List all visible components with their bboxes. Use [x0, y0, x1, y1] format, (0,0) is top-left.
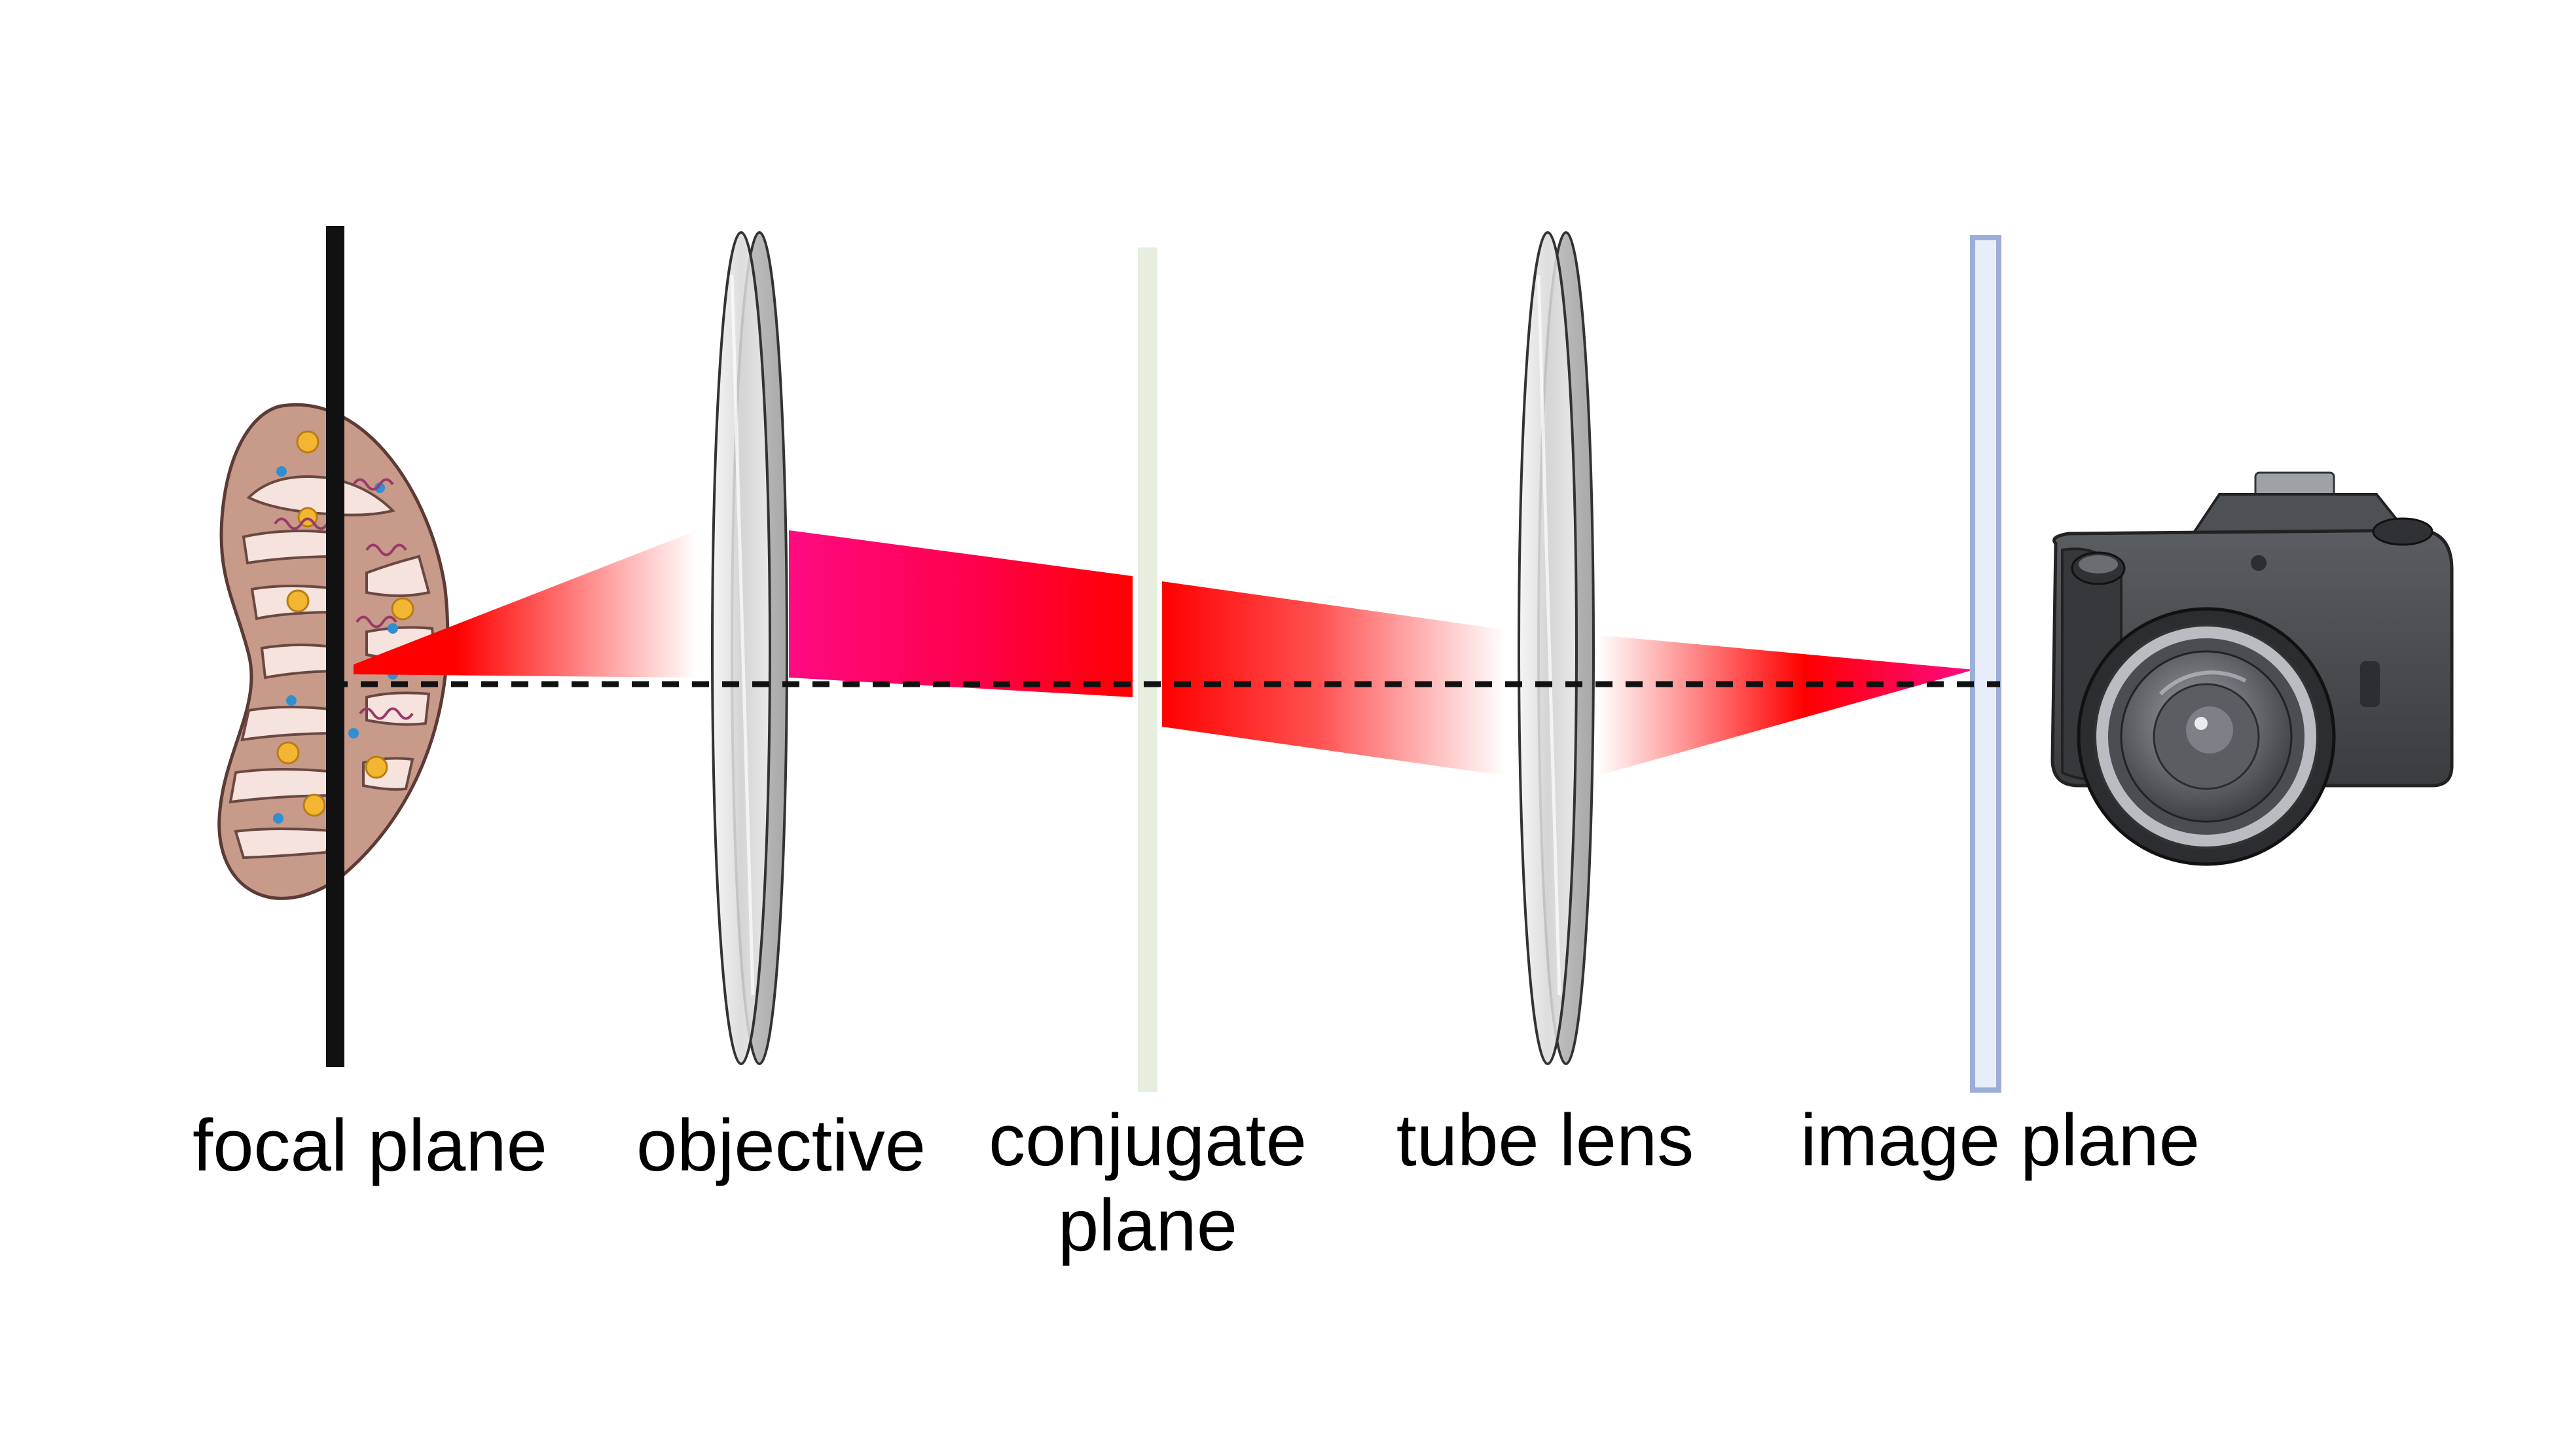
label-focal-plane: focal plane — [192, 1104, 547, 1186]
focal-plane-bar — [326, 226, 344, 1067]
image-plane-bar — [1970, 235, 2001, 1093]
objective-lens — [711, 231, 788, 1065]
label-objective: objective — [636, 1104, 926, 1186]
tube-lens — [1518, 231, 1595, 1065]
beam-segment-specimen-objective — [354, 530, 697, 678]
label-tube-lens: tube lens — [1396, 1099, 1694, 1181]
light-beam — [354, 530, 1974, 776]
beam-segment-objective-conjugate — [789, 530, 1133, 697]
beam-segment-conjugate-tubelens — [1162, 581, 1506, 776]
conjugate-plane-bar — [1138, 247, 1157, 1092]
beam-segment-tubelens-image — [1597, 635, 1974, 776]
camera-icon — [2050, 471, 2454, 866]
label-conjugate-plane-line1: conjugate — [989, 1099, 1307, 1181]
label-image-plane: image plane — [1800, 1099, 2200, 1181]
label-conjugate-plane-line2: plane — [1058, 1184, 1237, 1266]
